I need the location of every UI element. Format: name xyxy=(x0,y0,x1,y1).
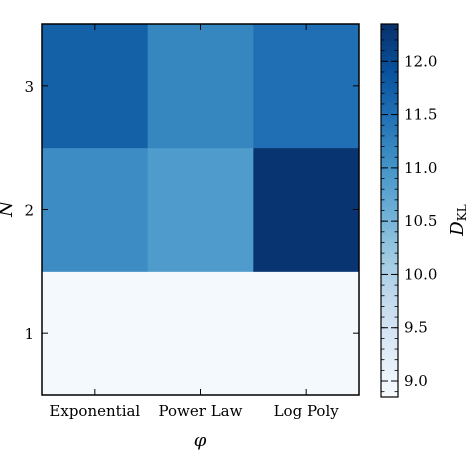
x-axis-label: φ xyxy=(194,430,207,451)
heatmap-cell xyxy=(253,24,360,149)
heatmap-cell xyxy=(253,147,360,272)
y-axis-label: N xyxy=(0,200,17,218)
heatmap-cell xyxy=(42,24,149,149)
x-axis: Exponential Power Law Log Poly xyxy=(49,24,339,420)
colorbar-tick-label: 9.5 xyxy=(404,319,428,337)
x-tick-label: Log Poly xyxy=(274,402,340,420)
heatmap-cell xyxy=(253,271,360,396)
heatmap-cell xyxy=(147,147,254,272)
y-axis: 1 2 3 xyxy=(24,78,359,343)
colorbar-tick-label: 10.0 xyxy=(404,265,437,283)
colorbar-ticks: 9.0 9.5 10.0 10.5 11.0 11.5 12.0 xyxy=(381,28,437,393)
heatmap-cell xyxy=(42,147,149,272)
heatmap-cell xyxy=(147,271,254,396)
y-tick-label: 1 xyxy=(24,325,34,343)
heatmap-cell xyxy=(42,271,149,396)
colorbar-tick-label: 10.5 xyxy=(404,212,437,230)
x-tick-label: Exponential xyxy=(49,402,140,420)
x-tick-label: Power Law xyxy=(159,402,243,420)
colorbar-tick-label: 11.5 xyxy=(404,106,437,124)
y-tick-label: 2 xyxy=(24,202,34,220)
colorbar-tick-label: 11.0 xyxy=(404,159,437,177)
y-tick-label: 3 xyxy=(24,78,34,96)
heatmap-cells xyxy=(42,24,360,396)
colorbar-tick-label: 12.0 xyxy=(404,52,437,70)
colorbar-label: DKL xyxy=(447,204,469,236)
heatmap-cell xyxy=(147,24,254,149)
colorbar-tick-label: 9.0 xyxy=(404,372,428,390)
